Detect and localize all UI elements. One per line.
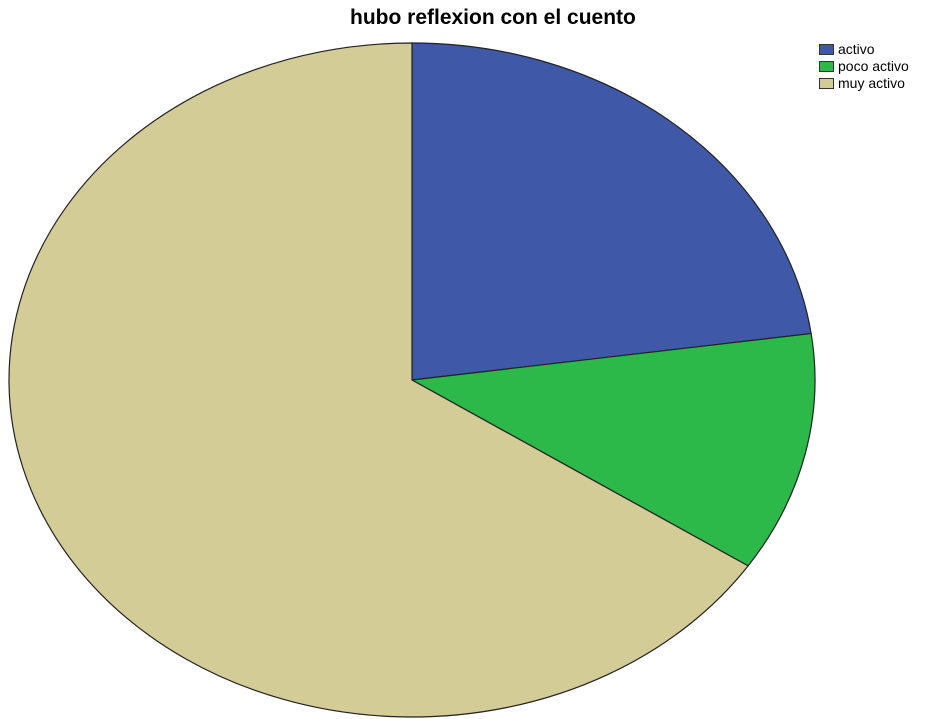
legend-swatch-poco-activo [819, 61, 834, 72]
legend-label: poco activo [838, 58, 909, 74]
legend-item-poco-activo: poco activo [819, 58, 909, 75]
legend-item-muy-activo: muy activo [819, 75, 909, 92]
legend-swatch-muy-activo [819, 78, 834, 89]
legend-swatch-activo [819, 44, 834, 55]
legend-item-activo: activo [819, 41, 909, 58]
pie-slice-muy-activo [8, 42, 750, 718]
legend: activo poco activo muy activo [819, 41, 909, 92]
pie-slice-activo [411, 42, 812, 381]
chart-title: hubo reflexion con el cuento [350, 6, 636, 29]
pie-slice-poco-activo [410, 332, 816, 567]
legend-label: activo [838, 41, 875, 57]
legend-label: muy activo [838, 75, 905, 91]
